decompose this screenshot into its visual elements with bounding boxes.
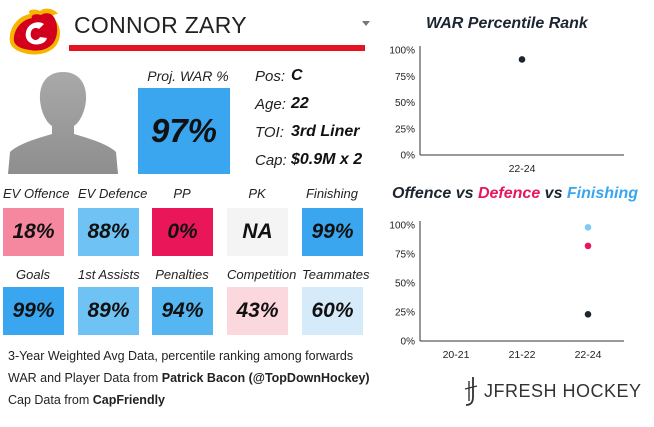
ovd-chart-title: Offence vs Defence vs Finishing	[392, 185, 638, 203]
tile-label-1st-assists: 1st Assists	[78, 267, 140, 282]
y-tick-label: 25%	[395, 308, 415, 319]
player-avatar	[8, 68, 118, 174]
jfresh-mark-icon	[464, 377, 478, 406]
y-tick-label: 25%	[395, 124, 415, 135]
footer-war-source-prefix: WAR and Player Data from	[8, 371, 162, 385]
x-tick-label: 22-24	[575, 349, 602, 361]
name-underline	[69, 45, 365, 51]
y-tick-label: 100%	[389, 46, 415, 57]
tile-label-pp: PP	[173, 186, 191, 201]
footer-data-note: 3-Year Weighted Avg Data, percentile ran…	[8, 349, 354, 363]
tile-label-penalties: Penalties	[155, 267, 209, 282]
tile-ev-defence: 88%	[78, 208, 139, 256]
age-value: 22	[291, 95, 309, 112]
tile-label-ev-offence: EV Offence	[3, 186, 70, 201]
footer-cap-source-prefix: Cap Data from	[8, 393, 93, 407]
tile-label-finishing: Finishing	[305, 186, 359, 201]
footer-war-source-link[interactable]: Patrick Bacon (@TopDownHockey)	[161, 371, 370, 385]
tile-teammates: 60%	[302, 287, 363, 335]
tile-goals: 99%	[3, 287, 64, 335]
ovd-title-finishing: Finishing	[566, 185, 639, 202]
ovd-title-vs-2: vs	[540, 185, 567, 202]
x-tick-label: 20-21	[443, 349, 470, 361]
tile-finishing: 99%	[302, 208, 363, 256]
ovd-title-vs-1: vs	[451, 185, 478, 202]
brand-name: JFRESH HOCKEY	[484, 380, 642, 401]
pos-label: Pos:	[255, 68, 286, 85]
y-tick-label: 50%	[395, 98, 415, 109]
footer-cap-source-link[interactable]: CapFriendly	[92, 393, 166, 407]
y-tick-label: 75%	[395, 72, 415, 83]
tile-label-teammates: Teammates	[302, 267, 370, 282]
toi-value: 3rd Liner	[291, 123, 360, 140]
player-dropdown-chevron-icon[interactable]	[362, 21, 370, 26]
y-tick-label: 50%	[395, 279, 415, 290]
ovd-title-defence: Defence	[477, 185, 541, 202]
player-name: CONNOR ZARY	[74, 12, 247, 38]
tile-pp: 0%	[152, 208, 213, 256]
ovd-title-offence: Offence	[392, 185, 452, 202]
tile-1st-assists: 89%	[78, 287, 139, 335]
war-percentile-chart: 0% 25% 50% 75% 100% 22-24	[389, 46, 624, 175]
cap-value: $0.9M x 2	[291, 151, 363, 168]
brand-logo: JFRESH HOCKEY	[462, 374, 642, 408]
tile-label-pk: PK	[248, 186, 266, 201]
person-silhouette-icon	[8, 72, 118, 174]
y-tick-label: 0%	[401, 151, 416, 162]
tile-label-competition: Competition	[227, 267, 297, 282]
pos-value: C	[291, 67, 303, 84]
tile-ev-offence: 18%	[3, 208, 64, 256]
tile-label-ev-defence: EV Defence	[78, 186, 148, 201]
data-point	[584, 311, 592, 318]
footer-cap-source: Cap Data from CapFriendly	[8, 393, 165, 407]
tile-competition: 43%	[227, 287, 288, 335]
tile-pk: NA	[227, 208, 288, 256]
flames-logo-icon	[9, 8, 60, 55]
team-logo	[4, 6, 64, 56]
x-tick-label: 22-24	[509, 163, 536, 175]
y-tick-label: 75%	[395, 250, 415, 261]
offence-defence-finishing-chart: 0% 25% 50% 75% 100% 20-21 21-22 22-24	[389, 221, 624, 361]
data-point	[584, 242, 592, 250]
war-chart-title: WAR Percentile Rank	[426, 15, 588, 32]
tile-penalties: 94%	[152, 287, 213, 335]
cap-label: Cap:	[255, 152, 287, 169]
toi-label: TOI:	[255, 124, 284, 141]
x-tick-label: 21-22	[509, 349, 536, 361]
proj-war-label: Proj. WAR %	[147, 68, 229, 84]
y-tick-label: 0%	[401, 337, 416, 348]
data-point	[518, 56, 526, 63]
proj-war-value: 97%	[138, 88, 230, 174]
footer-war-source: WAR and Player Data from Patrick Bacon (…	[8, 371, 370, 385]
y-tick-label: 100%	[389, 221, 415, 232]
age-label: Age:	[255, 96, 286, 113]
tile-label-goals: Goals	[16, 267, 50, 282]
data-point	[584, 224, 592, 231]
